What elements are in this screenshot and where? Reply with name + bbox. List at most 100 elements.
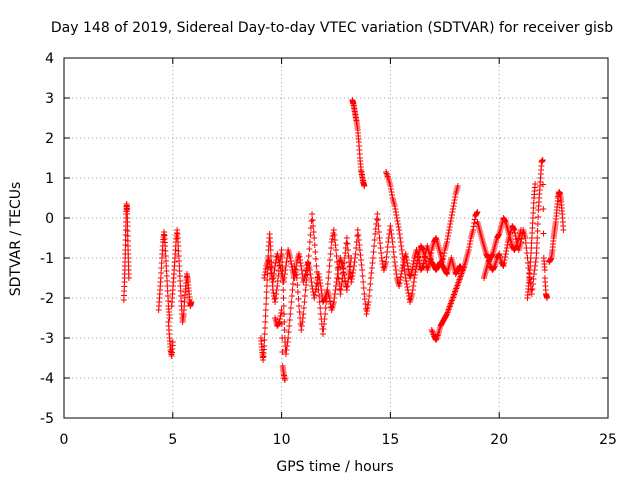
- data-point-marker: [344, 247, 351, 253]
- data-point-marker: [443, 239, 450, 245]
- data-point-marker: [278, 268, 285, 274]
- data-point-marker: [311, 235, 318, 241]
- data-point-marker: [341, 272, 348, 278]
- data-point-marker: [273, 291, 280, 297]
- data-point-marker: [263, 289, 270, 295]
- data-point-marker: [358, 257, 365, 263]
- data-point-marker: [262, 325, 269, 331]
- data-point-marker: [393, 215, 400, 221]
- data-point-marker: [397, 274, 404, 280]
- data-point-marker: [532, 259, 539, 265]
- data-point-marker: [511, 227, 518, 233]
- x-tick-label: 15: [381, 432, 399, 448]
- data-point-marker: [344, 279, 351, 285]
- data-point-marker: [287, 255, 294, 261]
- data-point-marker: [268, 270, 275, 276]
- data-point-marker: [261, 337, 268, 343]
- data-point-marker: [311, 292, 318, 298]
- data-point-marker: [373, 216, 380, 222]
- data-points: [120, 97, 567, 383]
- data-point-marker: [327, 251, 334, 257]
- data-point-marker: [539, 181, 546, 188]
- data-point-marker: [272, 260, 279, 266]
- data-point-marker: [281, 271, 288, 277]
- data-point-marker: [444, 236, 451, 242]
- data-point-marker: [331, 291, 338, 297]
- data-point-marker: [270, 290, 277, 296]
- data-point-marker: [282, 351, 289, 357]
- data-point-marker: [340, 269, 347, 275]
- data-point-marker: [422, 255, 429, 261]
- data-point-marker: [313, 263, 320, 269]
- y-axis-label: SDTVAR / TECUs: [8, 182, 24, 297]
- data-point-marker: [288, 299, 295, 305]
- data-point-marker: [266, 261, 273, 267]
- data-point-marker: [364, 308, 371, 314]
- data-point-marker: [328, 245, 335, 251]
- data-point-marker: [375, 229, 382, 235]
- y-tick-label: -3: [40, 331, 54, 347]
- data-point-marker: [401, 263, 407, 269]
- data-point-marker: [294, 282, 301, 288]
- data-point-marker: [276, 259, 283, 265]
- data-point-marker: [398, 243, 405, 249]
- data-point-marker: [298, 263, 305, 269]
- data-point-marker: [288, 264, 295, 270]
- data-point-marker: [346, 267, 353, 273]
- data-point-marker: [276, 262, 283, 268]
- data-point-marker: [263, 295, 270, 301]
- data-point-marker: [332, 287, 339, 293]
- data-point-marker: [342, 278, 349, 284]
- data-point-marker: [360, 279, 367, 285]
- data-point-marker: [273, 287, 280, 293]
- data-point-marker: [409, 264, 416, 270]
- data-point-marker: [412, 269, 419, 275]
- data-point-marker: [272, 295, 279, 301]
- data-point-marker: [358, 262, 365, 268]
- data-point-marker: [359, 267, 366, 273]
- data-point-marker: [334, 275, 341, 281]
- data-point-marker: [343, 287, 350, 293]
- data-point-marker: [347, 259, 354, 265]
- data-point-marker: [466, 244, 473, 250]
- data-point-marker: [296, 309, 303, 315]
- data-point-marker: [331, 232, 338, 238]
- data-point-marker: [391, 203, 398, 209]
- data-point-marker: [271, 267, 278, 273]
- data-point-marker: [372, 226, 379, 232]
- data-point-marker: [287, 305, 294, 311]
- data-point-marker: [470, 227, 477, 233]
- data-point-marker: [560, 227, 567, 233]
- y-tick-label: -4: [40, 371, 54, 387]
- data-point-marker: [280, 295, 287, 301]
- data-point-marker: [528, 287, 535, 293]
- data-point-marker: [333, 253, 340, 259]
- data-point-marker: [262, 266, 269, 272]
- data-point-marker: [405, 290, 412, 296]
- data-point-marker: [289, 287, 296, 293]
- data-point-marker: [401, 267, 408, 273]
- data-point-marker: [410, 279, 417, 285]
- data-point-marker: [265, 255, 272, 261]
- data-point-marker: [409, 291, 416, 297]
- data-point-marker: [448, 215, 455, 221]
- data-point-marker: [315, 271, 322, 277]
- data-point-marker: [377, 240, 384, 246]
- data-point-marker: [378, 255, 385, 261]
- data-point-marker: [322, 305, 329, 311]
- data-point-marker: [402, 275, 409, 281]
- data-point-marker: [357, 252, 364, 258]
- data-point-marker: [344, 283, 351, 289]
- data-point-marker: [501, 257, 508, 263]
- data-point-marker: [528, 291, 535, 297]
- data-point-marker: [307, 232, 314, 238]
- data-point-marker: [343, 240, 350, 246]
- data-point-marker: [306, 246, 313, 252]
- x-axis-label: GPS time / hours: [276, 459, 393, 475]
- data-point-marker: [396, 227, 403, 233]
- data-point-marker: [367, 275, 374, 281]
- data-point-marker: [262, 319, 269, 325]
- data-point-marker: [271, 296, 278, 302]
- data-point-marker: [384, 249, 391, 255]
- data-point-marker: [427, 253, 434, 259]
